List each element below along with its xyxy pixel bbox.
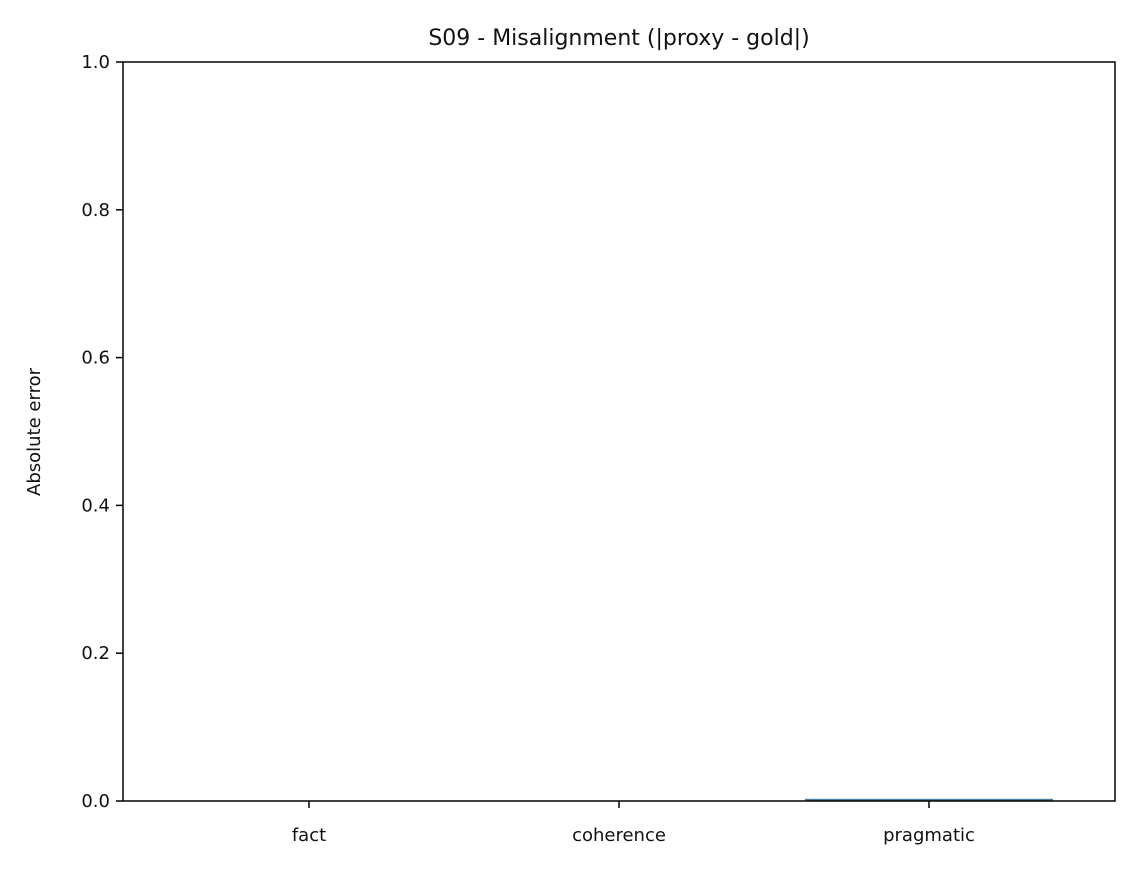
y-tick-label: 0.0 [81,791,110,812]
x-tick-label: fact [292,825,326,846]
plot-frame [122,61,1116,802]
x-tick-label: coherence [572,825,666,846]
y-axis-label: Absolute error [24,367,45,496]
y-tick-label: 0.8 [81,200,110,221]
x-tick-label: pragmatic [883,825,975,846]
y-axis-ticks: 0.0 0.2 0.4 0.6 0.8 1.0 [81,52,123,812]
x-axis-ticks: fact coherence pragmatic [292,801,975,846]
bar [805,798,1053,801]
y-tick-label: 0.4 [81,495,110,516]
bars [805,798,1053,801]
y-tick-label: 0.6 [81,348,110,369]
chart-title: S09 - Misalignment (|proxy - gold|) [428,26,809,51]
y-tick-label: 1.0 [81,52,110,73]
y-tick-label: 0.2 [81,643,110,664]
